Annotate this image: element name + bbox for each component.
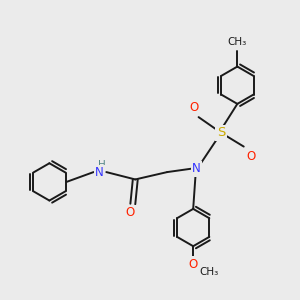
Text: CH₃: CH₃ bbox=[199, 267, 218, 277]
Text: N: N bbox=[192, 162, 201, 175]
Text: O: O bbox=[247, 150, 256, 163]
Text: O: O bbox=[189, 258, 198, 271]
Text: S: S bbox=[217, 126, 225, 139]
Text: CH₃: CH₃ bbox=[228, 37, 247, 47]
Text: H: H bbox=[98, 160, 106, 170]
Text: O: O bbox=[126, 206, 135, 219]
Text: N: N bbox=[95, 166, 104, 179]
Text: O: O bbox=[189, 101, 198, 114]
